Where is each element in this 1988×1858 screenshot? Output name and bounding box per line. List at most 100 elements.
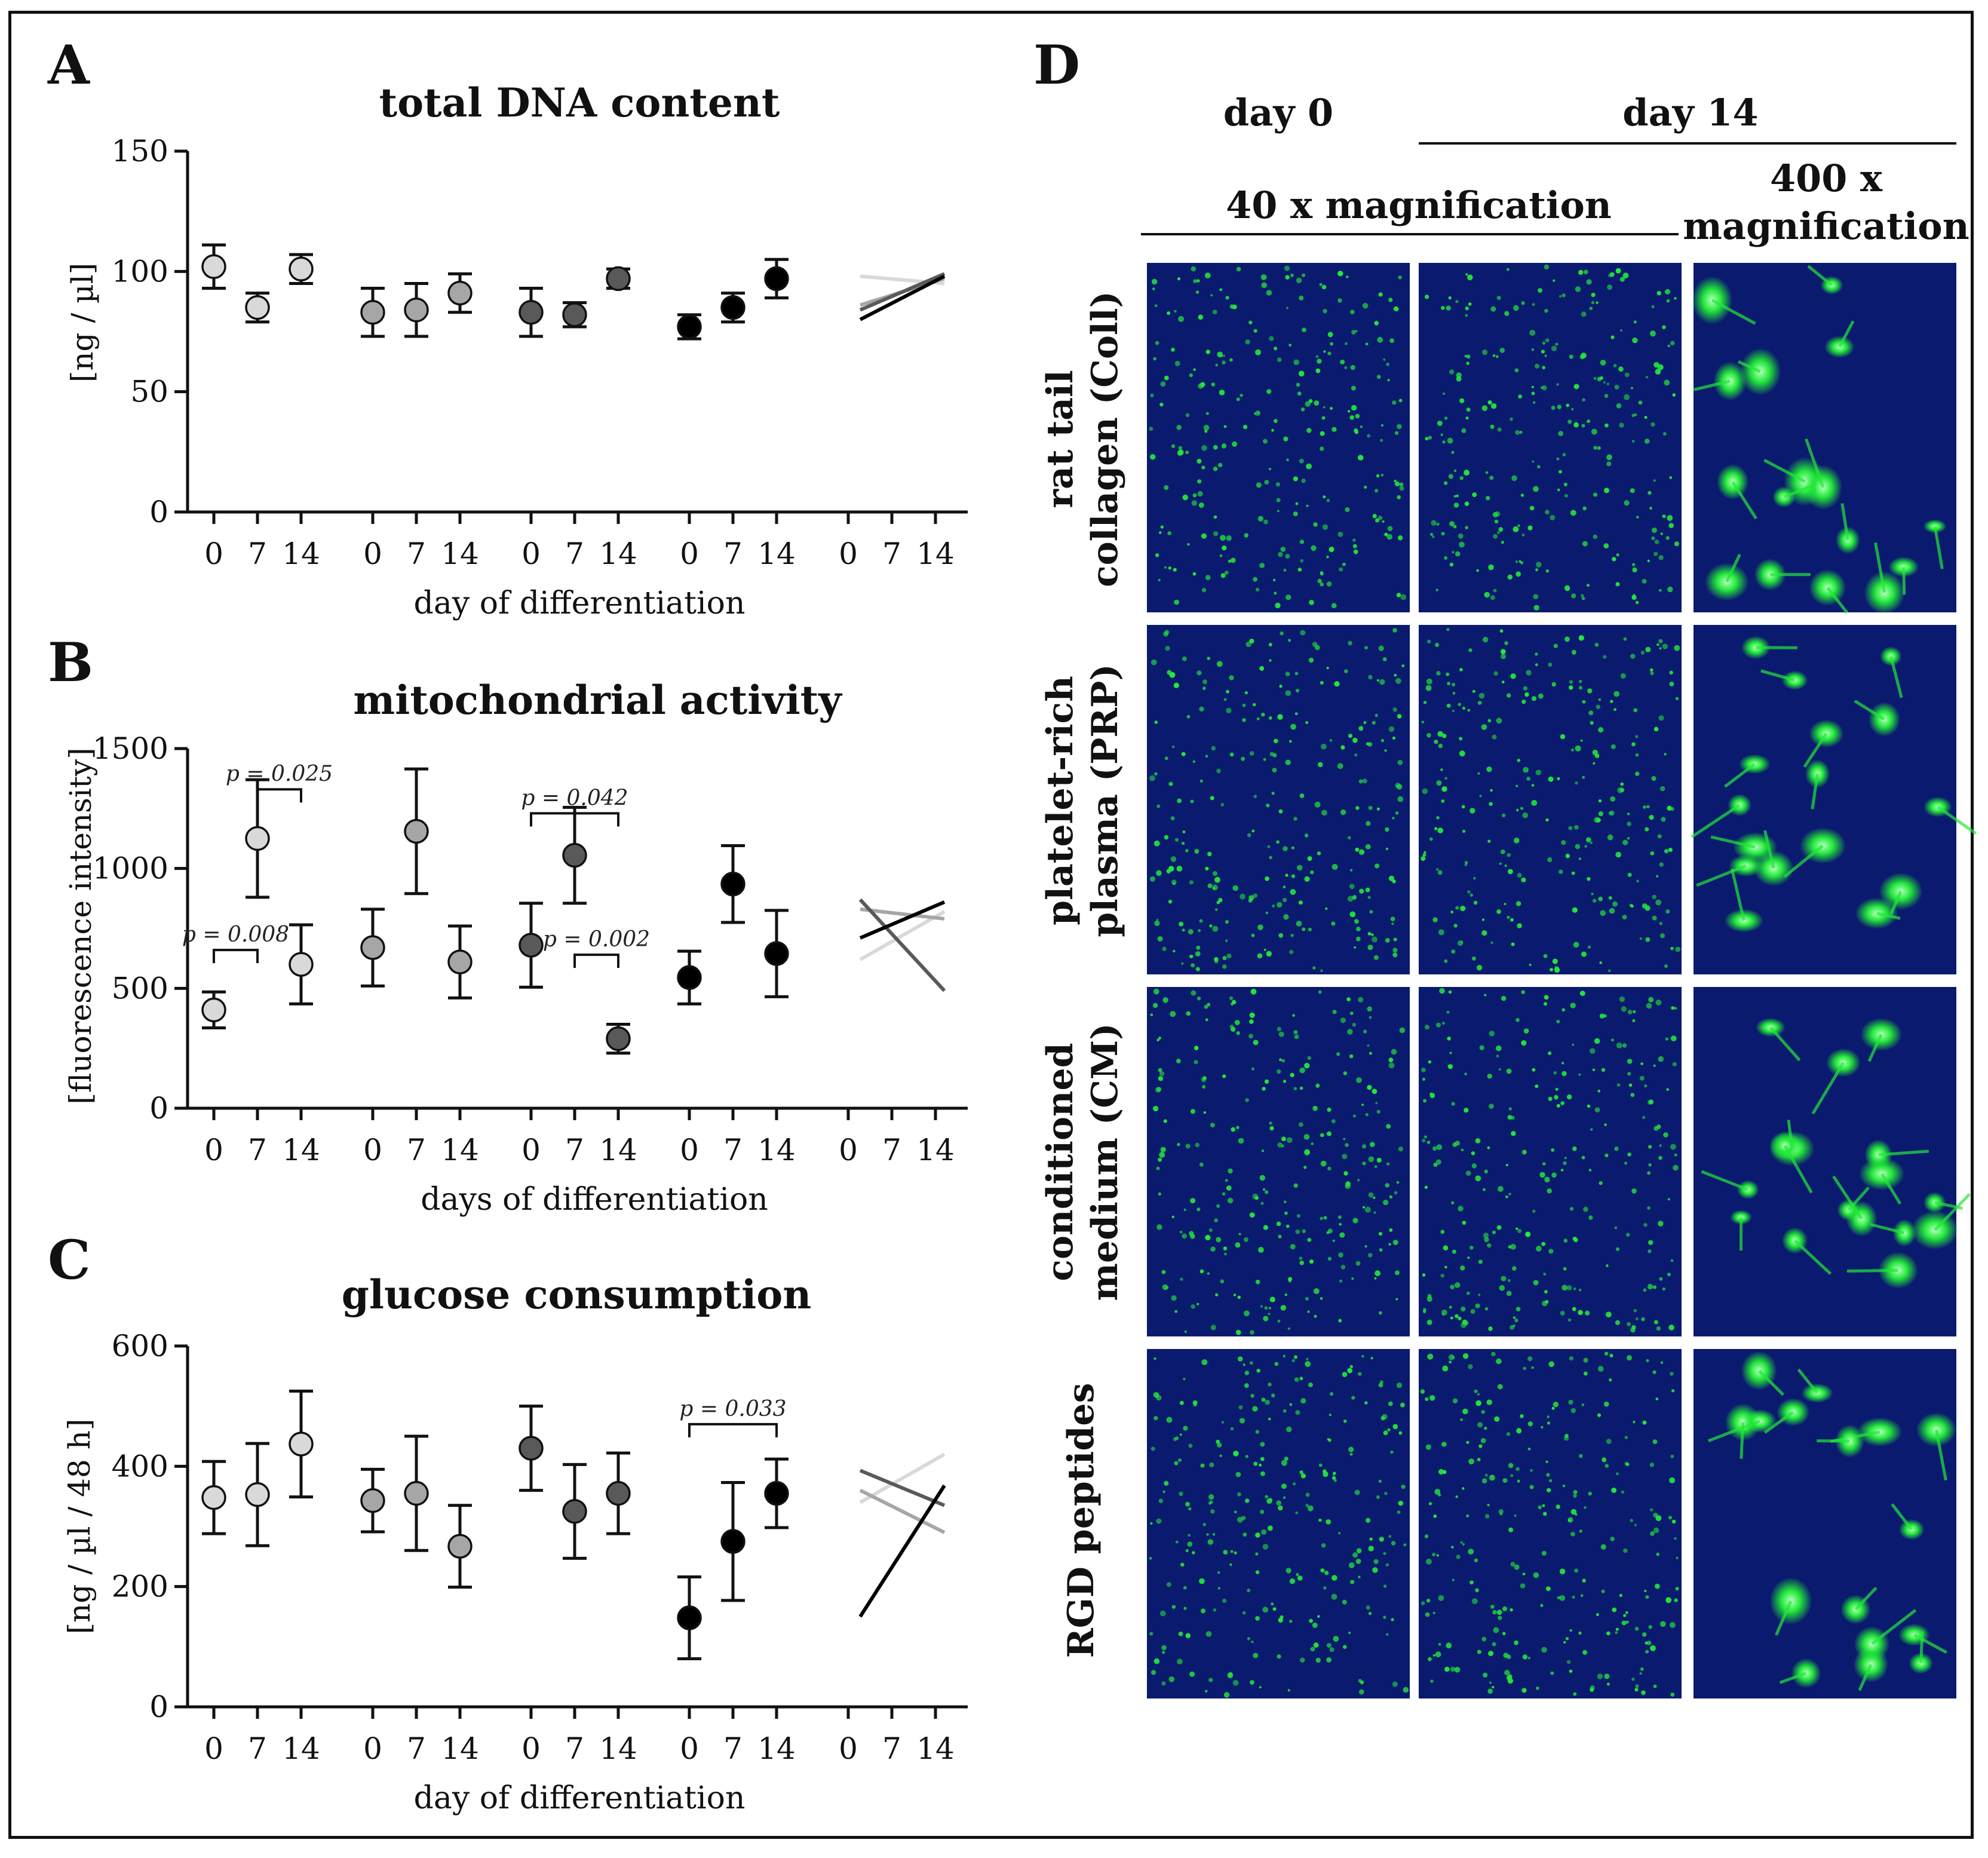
cell-dot [1215, 1293, 1219, 1296]
cell-dot [1200, 1463, 1205, 1468]
cell-dot [1261, 282, 1267, 289]
cell-dot [1376, 375, 1381, 379]
cell-dot [1182, 830, 1186, 833]
cell-dot [1310, 870, 1314, 875]
cell-dot [1208, 1678, 1213, 1682]
cell-dot [1191, 963, 1195, 968]
cell-dot [1329, 1414, 1332, 1417]
cell-dot [1222, 360, 1226, 365]
cell-dot [1511, 942, 1515, 946]
cell-dot [1216, 1204, 1220, 1208]
cell-dot [1217, 1587, 1220, 1590]
cell-dot [1453, 525, 1457, 529]
panel-a-ylabel: [ng / µl] [65, 263, 100, 382]
cell-dot [1186, 1011, 1191, 1016]
cell-dot [1247, 1589, 1251, 1593]
cell-dot [1653, 1320, 1658, 1324]
cell-dot [1320, 680, 1324, 685]
cell-dot [1216, 1237, 1222, 1243]
cell-dot [1369, 1537, 1373, 1541]
cell-dot [1476, 965, 1483, 971]
cell-dot [1373, 955, 1379, 960]
cell-dot [1153, 357, 1157, 361]
cell-dot [1320, 572, 1324, 576]
cell-dot [1400, 1402, 1405, 1408]
cell-dot [1156, 804, 1161, 808]
cell-dot [1432, 1611, 1435, 1614]
cell-dot [1374, 321, 1379, 326]
cell-process [1710, 835, 1756, 849]
cell-dot [1460, 1418, 1463, 1421]
cell-dot [1498, 1186, 1504, 1192]
cell-dot [1356, 927, 1361, 931]
data-point-cm [519, 933, 544, 958]
cell-dot [1425, 1612, 1430, 1617]
cell-dot [1600, 910, 1606, 916]
cell-dot [1632, 338, 1638, 344]
cell-dot [1183, 1209, 1186, 1211]
cell-dot [1476, 569, 1479, 572]
y-tick-label: 200 [112, 1569, 168, 1604]
cell-dot [1274, 347, 1278, 351]
cell-dot [1269, 1498, 1273, 1502]
cell-process [1889, 655, 1903, 698]
cell-dot [1632, 567, 1637, 573]
cell-dot [1496, 1045, 1502, 1051]
data-point-coll [289, 952, 314, 977]
cell-dot [1589, 306, 1593, 311]
cell-dot [1518, 394, 1523, 399]
cell-dot [1432, 1146, 1437, 1151]
cell-dot [1292, 1014, 1296, 1017]
cell-body [1754, 558, 1786, 591]
cell-dot [1604, 1123, 1607, 1126]
cell-dot [1581, 1403, 1585, 1406]
cell-dot [1241, 756, 1245, 761]
cell-dot [1224, 1253, 1227, 1256]
cell-dot [1262, 1606, 1269, 1613]
cell-dot [1421, 856, 1426, 861]
cell-dot [1297, 568, 1302, 572]
cell-dot [1578, 686, 1583, 690]
cell-dot [1375, 1270, 1381, 1277]
cell-dot [1520, 561, 1524, 565]
cell-dot [1541, 1425, 1544, 1429]
cell-dot [1265, 1495, 1268, 1499]
cell-dot [1154, 772, 1158, 776]
micrograph-background [1147, 987, 1410, 1336]
cell-dot [1214, 876, 1220, 883]
cell-dot [1236, 266, 1241, 272]
cell-dot [1633, 1421, 1636, 1424]
cell-dot [1181, 962, 1184, 965]
micrograph-r4-c3 [1694, 1349, 1956, 1698]
cell-dot [1617, 787, 1623, 793]
cell-dot [1296, 382, 1300, 387]
cell-dot [1317, 1615, 1320, 1618]
cell-dot [1560, 1101, 1564, 1105]
cell-dot [1616, 1083, 1621, 1087]
cell-dot [1290, 933, 1294, 937]
cell-dot [1210, 796, 1214, 801]
cell-dot [1391, 1618, 1394, 1621]
trend-line-rgd [859, 274, 946, 321]
cell-dot [1399, 482, 1404, 487]
cell-dot [1622, 915, 1627, 920]
cell-dot [1481, 918, 1485, 921]
cell-dot [1305, 1361, 1311, 1368]
cell-dot [1379, 679, 1385, 685]
cell-dot [1535, 568, 1538, 572]
cell-dot [1220, 1279, 1225, 1284]
cell-dot [1532, 460, 1535, 463]
cell-dot [1157, 936, 1163, 942]
cell-dot [1327, 1256, 1332, 1261]
cell-dot [1575, 1513, 1578, 1516]
cell-dot [1647, 1206, 1651, 1210]
cell-dot [1384, 749, 1387, 752]
cell-dot [1289, 1403, 1293, 1406]
cell-dot [1517, 1228, 1522, 1234]
cell-dot [1323, 406, 1326, 409]
cell-dot [1435, 588, 1438, 591]
cell-dot [1579, 1529, 1582, 1533]
cell-dot [1159, 403, 1164, 407]
data-point-prp [404, 818, 429, 844]
cell-dot [1653, 1527, 1659, 1534]
